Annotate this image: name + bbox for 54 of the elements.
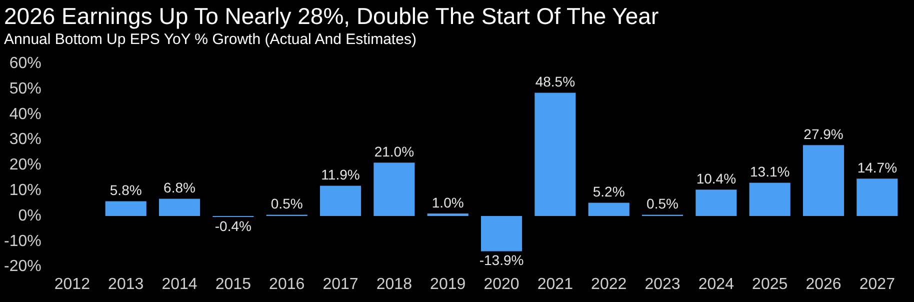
data-label: 0.5% — [646, 196, 678, 212]
x-tick-label: 2025 — [752, 276, 788, 293]
data-label: 6.8% — [164, 180, 196, 196]
x-tick-label: 2012 — [54, 276, 90, 293]
x-tick-label: 2014 — [162, 276, 198, 293]
y-tick-label: 50% — [9, 80, 42, 98]
x-tick-label: 2018 — [376, 276, 412, 293]
x-tick-label: 2015 — [215, 276, 252, 293]
bar — [105, 201, 146, 216]
y-tick-label: 20% — [9, 156, 42, 174]
data-label: 13.1% — [750, 164, 790, 180]
bar — [158, 198, 200, 216]
data-label: 5.2% — [592, 184, 625, 200]
y-tick-label: -10% — [4, 232, 42, 250]
data-label: 10.4% — [696, 170, 736, 186]
y-tick-label: 0% — [18, 207, 42, 224]
bar — [320, 186, 362, 216]
x-tick-label: 2019 — [430, 276, 466, 293]
data-label: 27.9% — [804, 126, 844, 142]
bar — [802, 145, 844, 216]
x-tick-label: 2022 — [591, 276, 627, 293]
bar — [427, 213, 468, 216]
y-tick-label: -20% — [4, 258, 42, 276]
y-tick-label: 30% — [9, 131, 42, 148]
data-label: 21.0% — [374, 144, 414, 160]
bar — [480, 216, 522, 252]
y-tick-label: 10% — [9, 182, 42, 200]
data-label: 48.5% — [535, 74, 576, 90]
x-tick-label: 2016 — [269, 276, 305, 293]
x-tick-label: 2021 — [537, 276, 574, 293]
bar — [588, 202, 630, 216]
data-label: 5.8% — [110, 182, 142, 198]
data-label: -13.9% — [479, 252, 524, 268]
data-label: -0.4% — [214, 218, 252, 234]
bar — [374, 162, 415, 216]
bar — [856, 178, 898, 216]
y-tick-label: 60% — [9, 55, 42, 72]
x-tick-label: 2023 — [644, 276, 680, 293]
y-tick-label: 40% — [9, 106, 42, 123]
x-tick-label: 2017 — [322, 276, 358, 293]
bar — [696, 190, 737, 216]
x-tick-label: 2024 — [698, 276, 734, 293]
bar — [749, 182, 790, 216]
bar — [534, 92, 576, 216]
x-tick-label: 2013 — [108, 276, 144, 293]
chart-subtitle: Annual Bottom Up EPS YoY % Growth (Actual And Estimates) — [3, 30, 418, 50]
data-label: 11.9% — [321, 166, 360, 183]
x-tick-label: 2020 — [484, 276, 520, 293]
data-label: 14.7% — [857, 160, 898, 176]
data-label: 1.0% — [432, 194, 464, 210]
x-tick-label: 2026 — [806, 276, 842, 293]
x-tick-label: 2027 — [859, 276, 896, 293]
chart-title: 2026 Earnings Up To Nearly 28%, Double The Start Of The Year — [3, 2, 660, 30]
data-label: 0.5% — [270, 196, 303, 212]
